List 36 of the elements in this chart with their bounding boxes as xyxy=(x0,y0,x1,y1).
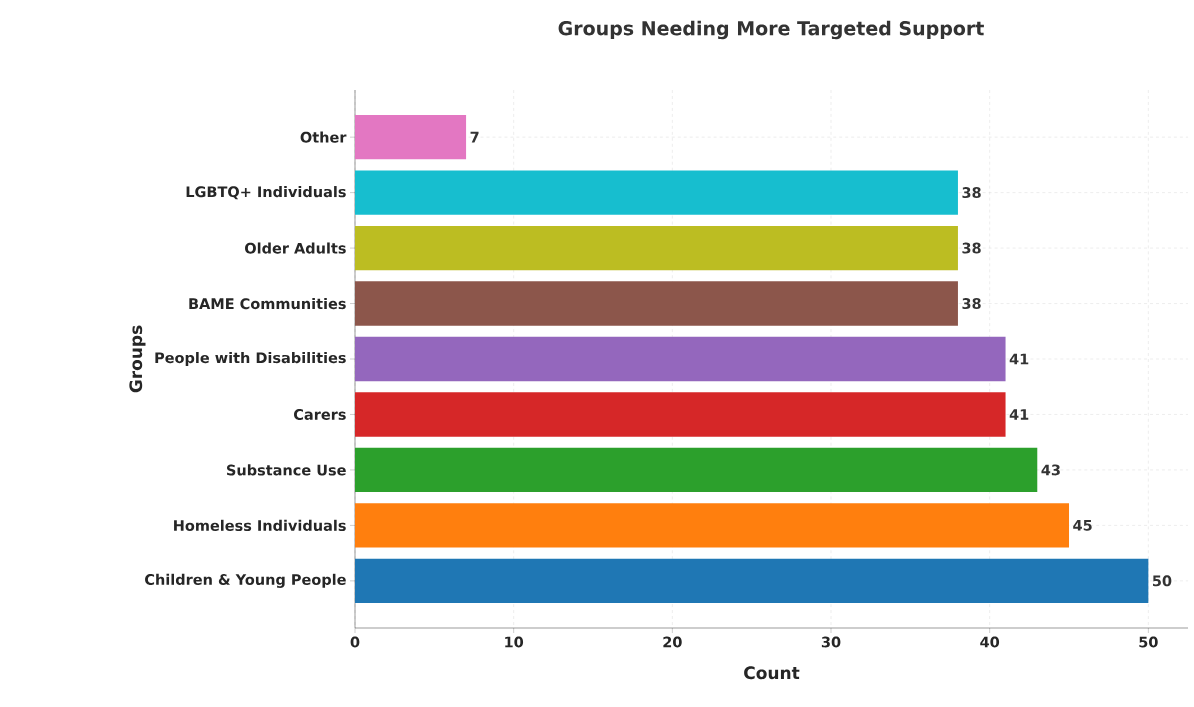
y-tick-label: People with Disabilities xyxy=(155,351,346,367)
data-label: 43 xyxy=(1041,464,1060,476)
data-label: 7 xyxy=(470,131,479,143)
bar xyxy=(355,114,467,160)
data-label: 38 xyxy=(962,187,981,199)
bar xyxy=(355,281,958,326)
data-label: 50 xyxy=(1152,575,1172,587)
x-tick-label: 40 xyxy=(980,636,1000,648)
data-label: 41 xyxy=(1009,353,1029,365)
x-tick-label: 10 xyxy=(505,636,524,648)
x-tick-label: 50 xyxy=(1139,636,1158,648)
y-tick-label: Older Adults xyxy=(245,242,346,254)
data-label: 41 xyxy=(1009,409,1029,420)
data-label: 45 xyxy=(1073,520,1092,531)
y-tick-label: Children & Young People xyxy=(145,573,346,588)
data-label: 38 xyxy=(962,298,981,310)
y-tick-label: Other xyxy=(300,131,347,143)
y-tick-label: Carers xyxy=(294,408,346,420)
x-tick-label: 30 xyxy=(821,636,841,648)
bar xyxy=(355,447,1038,493)
x-tick-label: 20 xyxy=(663,636,682,648)
y-tick-label: BAME Communities xyxy=(189,297,346,310)
y-tick-label: Homeless Individuals xyxy=(174,519,346,532)
bar xyxy=(355,170,958,215)
y-tick-label: Substance Use xyxy=(227,464,346,476)
bar xyxy=(355,503,1070,548)
bar xyxy=(355,558,1149,604)
bar xyxy=(355,225,958,271)
x-tick-label: 0 xyxy=(350,636,360,648)
y-tick-label: LGBTQ+ Individuals xyxy=(186,186,346,200)
x-axis-title: Count xyxy=(744,666,800,680)
bar xyxy=(355,392,1006,437)
bar xyxy=(355,336,1006,382)
chart-title: Groups Needing More Targeted Support xyxy=(558,20,984,40)
data-label: 38 xyxy=(962,242,981,254)
y-axis-title: Groups xyxy=(129,325,146,393)
